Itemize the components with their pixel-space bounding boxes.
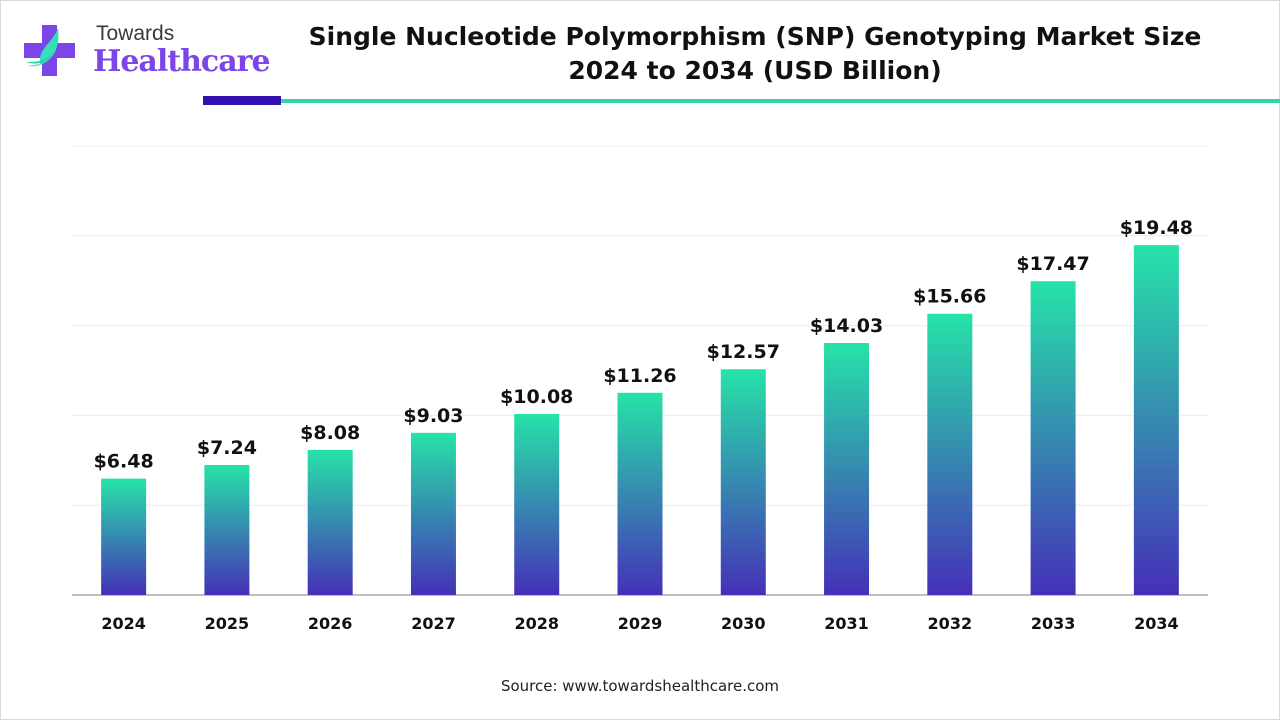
data-label: $7.24 [197,437,257,459]
data-label: $19.48 [1120,217,1193,239]
accent-bar-dark [203,96,281,105]
data-label: $8.08 [300,422,360,444]
bar-2028 [514,413,560,595]
logo-text-towards: Towards [96,22,175,45]
bar-2024 [101,478,147,595]
bar-2025 [204,464,250,595]
medical-cross-leaf-icon [24,25,75,76]
data-label: $11.26 [603,365,676,387]
x-tick-label: 2033 [1031,614,1076,633]
data-label: $15.66 [913,286,986,308]
x-tick-label: 2031 [824,614,869,633]
title-line-1: Single Nucleotide Polymorphism (SNP) Gen… [308,22,1202,51]
data-label: $12.57 [707,341,780,363]
x-tick-label: 2032 [928,614,973,633]
bar-2029 [617,392,663,595]
accent-bar-teal [281,99,1280,103]
x-tick-label: 2029 [618,614,663,633]
bar-2031 [824,343,870,595]
data-label: $10.08 [500,386,573,408]
logo: Towards Healthcare [20,22,271,82]
data-label: $9.03 [403,405,463,427]
bar-2030 [720,369,766,595]
title-line-2: 2024 to 2034 (USD Billion) [568,56,942,85]
data-label: $6.48 [94,451,154,473]
data-label: $17.47 [1016,253,1089,275]
source-text: Source: www.towardshealthcare.com [500,677,780,695]
x-tick-label: 2028 [514,614,559,633]
x-tick-label: 2034 [1134,614,1179,633]
x-tick-label: 2027 [411,614,456,633]
data-label: $14.03 [810,315,883,337]
logo-text-healthcare: Healthcare [93,44,271,79]
x-tick-label: 2030 [721,614,766,633]
x-tick-label: 2024 [101,614,146,633]
chart-title: Single Nucleotide Polymorphism (SNP) Gen… [260,20,1250,88]
bar-2034 [1133,245,1179,595]
x-tick-label: 2026 [308,614,353,633]
bar-2027 [410,432,456,595]
x-tick-label: 2025 [205,614,250,633]
bar-2033 [1030,281,1076,595]
bar-2026 [307,449,353,595]
bar-2032 [927,313,973,595]
